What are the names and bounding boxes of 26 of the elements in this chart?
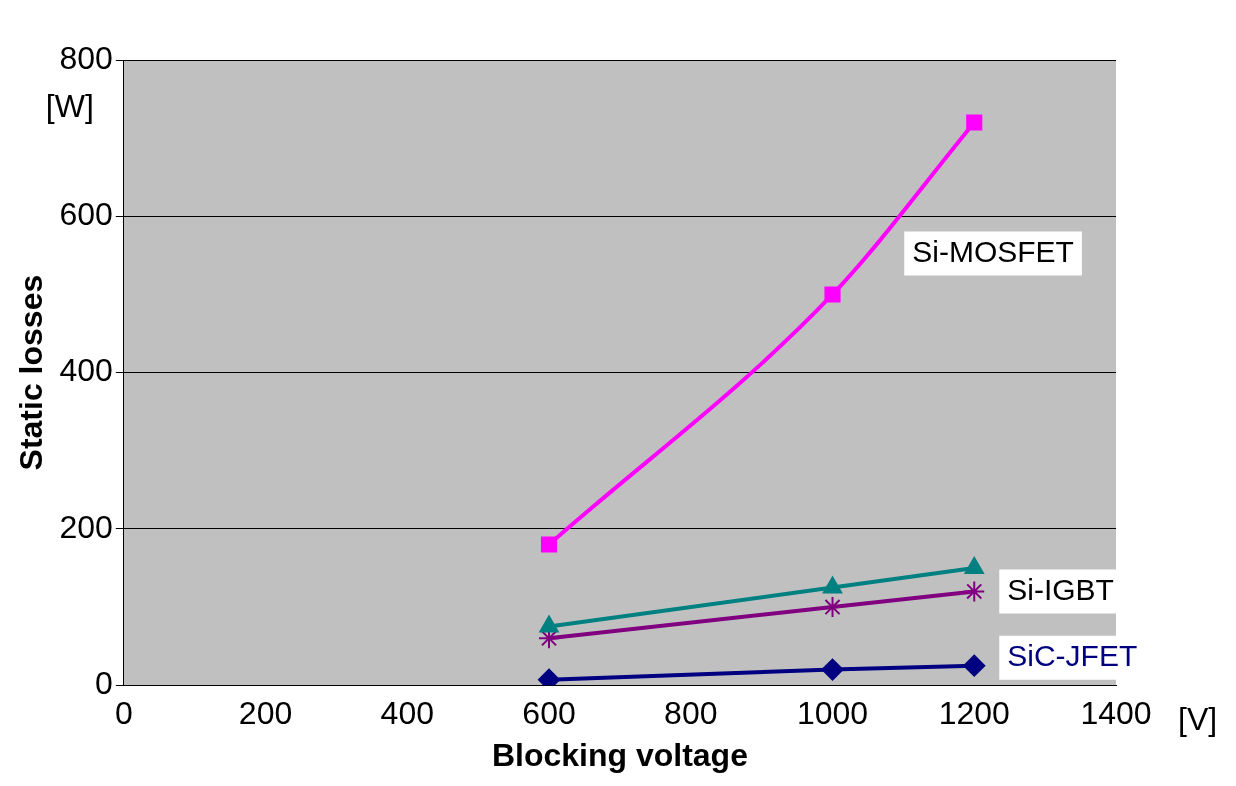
point [963, 654, 986, 677]
point [540, 536, 558, 553]
text: [V] [1178, 701, 1218, 738]
series-label: Si-MOSFET [912, 234, 1074, 268]
point [963, 580, 986, 603]
y-axis-title: Static losses [13, 274, 50, 471]
y-tick-label: 400 [59, 352, 113, 389]
text: [W] [45, 87, 94, 124]
series-label: Si-IGBT [1007, 572, 1114, 606]
x-tick-label: 400 [380, 695, 434, 732]
y-tick-label: 200 [59, 508, 113, 545]
x-tick-label: 1200 [938, 695, 1010, 732]
point [966, 114, 983, 131]
x-tick-label: 800 [664, 695, 718, 732]
x-tick-label: 1400 [1080, 695, 1152, 732]
y-tick-label: 0 [94, 665, 113, 702]
y-tick-label: 600 [59, 196, 113, 233]
point [824, 286, 841, 303]
x-axis-title: Blocking voltage [491, 736, 748, 773]
y-tick-label: 800 [59, 39, 113, 76]
x-tick-label: 1000 [796, 695, 869, 732]
point [821, 596, 844, 619]
x-tick-label: 200 [238, 695, 293, 732]
series-label: SiC-JFET [1007, 638, 1138, 672]
point [821, 658, 844, 681]
x-tick-label: 600 [522, 695, 576, 732]
